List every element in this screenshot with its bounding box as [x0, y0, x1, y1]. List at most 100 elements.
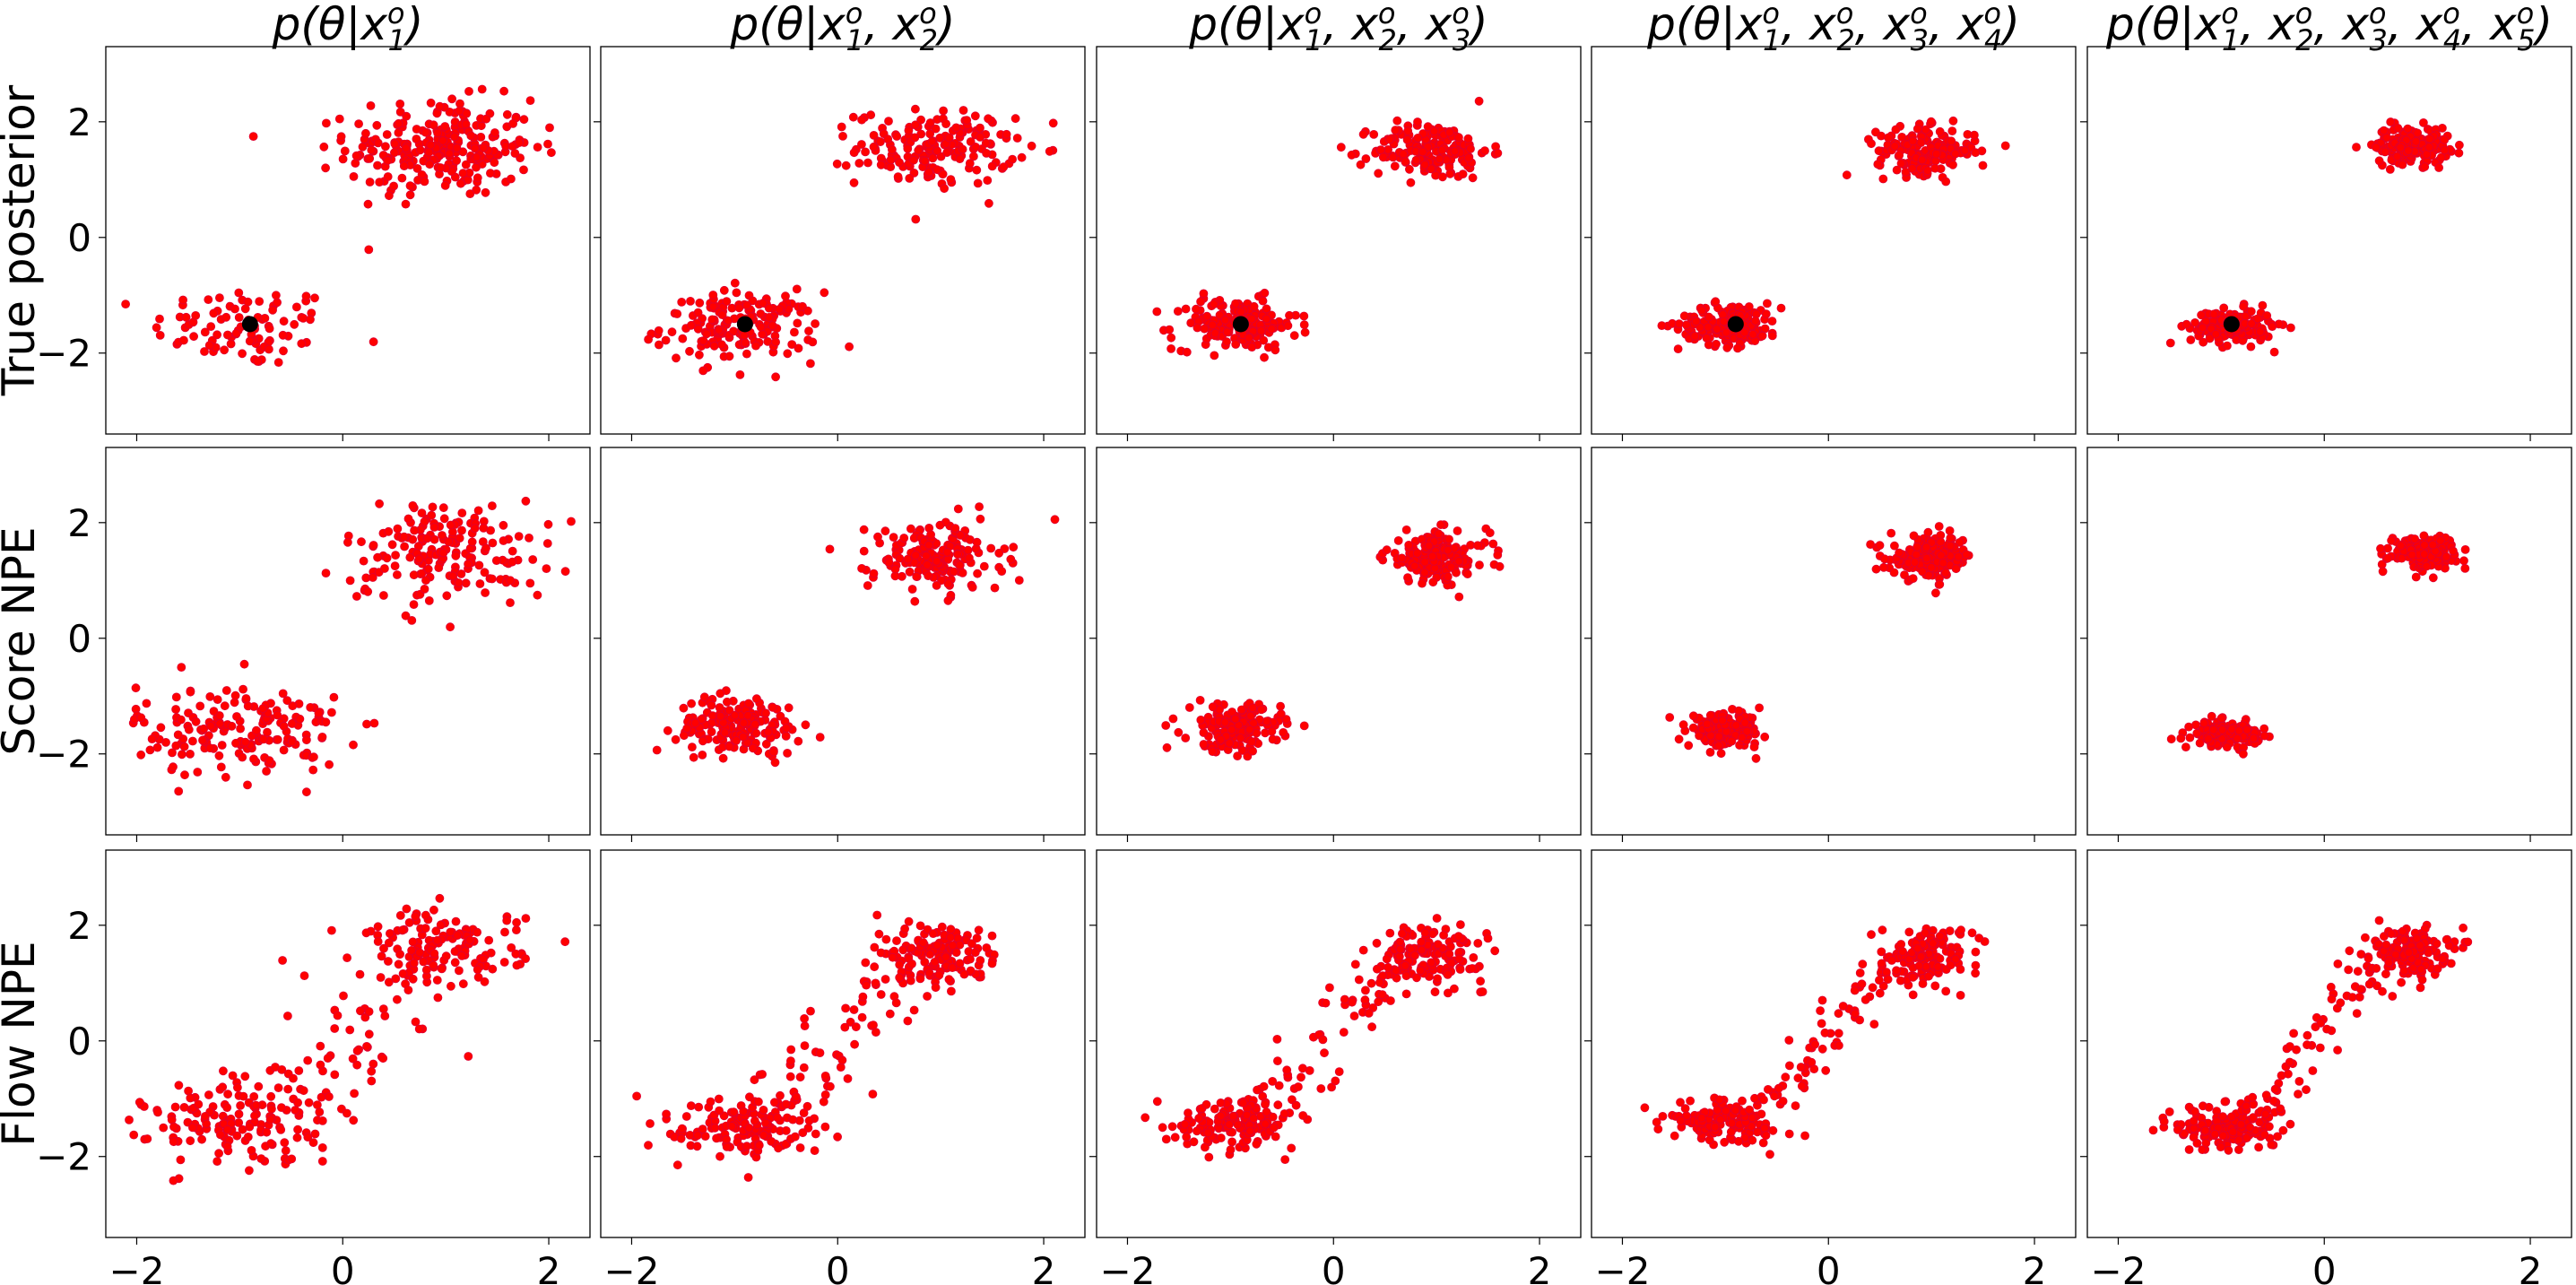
data-point: [384, 191, 394, 201]
data-point: [506, 576, 516, 586]
data-point: [392, 994, 402, 1004]
data-point: [1260, 288, 1270, 298]
x-tick-label: −2: [109, 1249, 165, 1285]
data-point: [155, 330, 165, 340]
data-point: [369, 1059, 378, 1069]
data-point: [156, 723, 166, 733]
data-point: [221, 686, 231, 695]
data-point: [959, 969, 969, 979]
data-point: [265, 756, 274, 766]
scatter-points: [632, 910, 999, 1182]
data-point: [1228, 1111, 1238, 1121]
data-point: [446, 520, 455, 530]
data-point: [1450, 146, 1460, 156]
data-point: [231, 328, 241, 338]
data-point: [373, 922, 383, 932]
data-point: [399, 532, 409, 542]
data-point: [2434, 163, 2444, 172]
data-point: [456, 569, 466, 578]
data-point: [1713, 1106, 1722, 1115]
data-point: [891, 998, 901, 1008]
data-point: [1397, 553, 1407, 563]
data-point: [152, 742, 162, 752]
data-point: [949, 567, 958, 577]
data-point: [1445, 169, 1455, 178]
data-point: [820, 1122, 830, 1132]
data-point: [958, 144, 967, 154]
data-point: [719, 285, 729, 295]
data-point: [781, 291, 790, 301]
data-point: [2454, 140, 2464, 150]
data-point: [956, 531, 966, 540]
data-point: [362, 1042, 371, 1051]
data-point: [1366, 978, 1376, 988]
data-point: [685, 346, 694, 356]
data-point: [1194, 1114, 1203, 1123]
x-tick-label: 0: [1322, 1249, 1346, 1285]
data-point: [632, 1091, 641, 1101]
data-point: [953, 504, 963, 514]
data-point: [474, 560, 484, 570]
data-point: [1971, 148, 1981, 158]
data-point: [429, 534, 439, 544]
data-point: [1727, 736, 1737, 746]
data-point: [433, 128, 443, 138]
data-point: [1941, 177, 1951, 187]
data-point: [905, 567, 915, 577]
data-point: [1393, 536, 1403, 545]
data-point: [446, 981, 455, 991]
data-point: [759, 1131, 768, 1140]
data-point: [488, 501, 497, 510]
data-point: [387, 540, 397, 550]
data-point: [1427, 164, 1436, 174]
data-point: [390, 139, 400, 149]
data-point: [857, 564, 866, 573]
data-point: [1233, 1120, 1243, 1130]
row-label: True posterior: [0, 84, 45, 396]
data-point: [427, 510, 437, 520]
data-point: [769, 747, 778, 757]
data-point: [479, 524, 489, 533]
data-point: [1453, 932, 1463, 942]
data-point: [1375, 977, 1384, 987]
data-point: [868, 1090, 878, 1098]
data-point: [367, 145, 377, 155]
data-point: [1186, 318, 1196, 328]
data-point: [677, 297, 687, 307]
data-point: [1733, 343, 1742, 353]
data-point: [1684, 741, 1694, 751]
data-point: [448, 571, 458, 581]
data-point: [2205, 334, 2215, 343]
data-point: [1236, 307, 1245, 317]
data-point: [1348, 997, 1357, 1007]
data-point: [880, 526, 890, 536]
data-point: [439, 514, 449, 524]
data-point: [857, 115, 866, 125]
data-point: [2422, 561, 2432, 571]
data-point: [2413, 128, 2423, 138]
data-point: [512, 925, 521, 934]
data-point: [512, 960, 522, 970]
data-point: [717, 340, 726, 350]
data-point: [409, 959, 419, 968]
data-point: [976, 956, 985, 965]
data-point: [397, 173, 407, 183]
data-point: [179, 742, 189, 751]
data-point: [1439, 931, 1448, 940]
data-point: [1912, 943, 1922, 953]
data-point: [876, 160, 886, 169]
data-point: [299, 1086, 308, 1096]
data-point: [442, 591, 452, 601]
data-point: [937, 922, 947, 932]
data-point: [1884, 133, 1893, 143]
data-point: [708, 291, 718, 300]
data-point: [1199, 740, 1209, 749]
data-point: [1488, 539, 1498, 549]
data-point: [1715, 1115, 1725, 1124]
data-point: [1404, 541, 1414, 550]
data-point: [390, 561, 400, 570]
data-point: [380, 1012, 390, 1020]
data-point: [243, 1133, 253, 1142]
data-point: [292, 1133, 302, 1142]
data-point: [854, 159, 864, 168]
